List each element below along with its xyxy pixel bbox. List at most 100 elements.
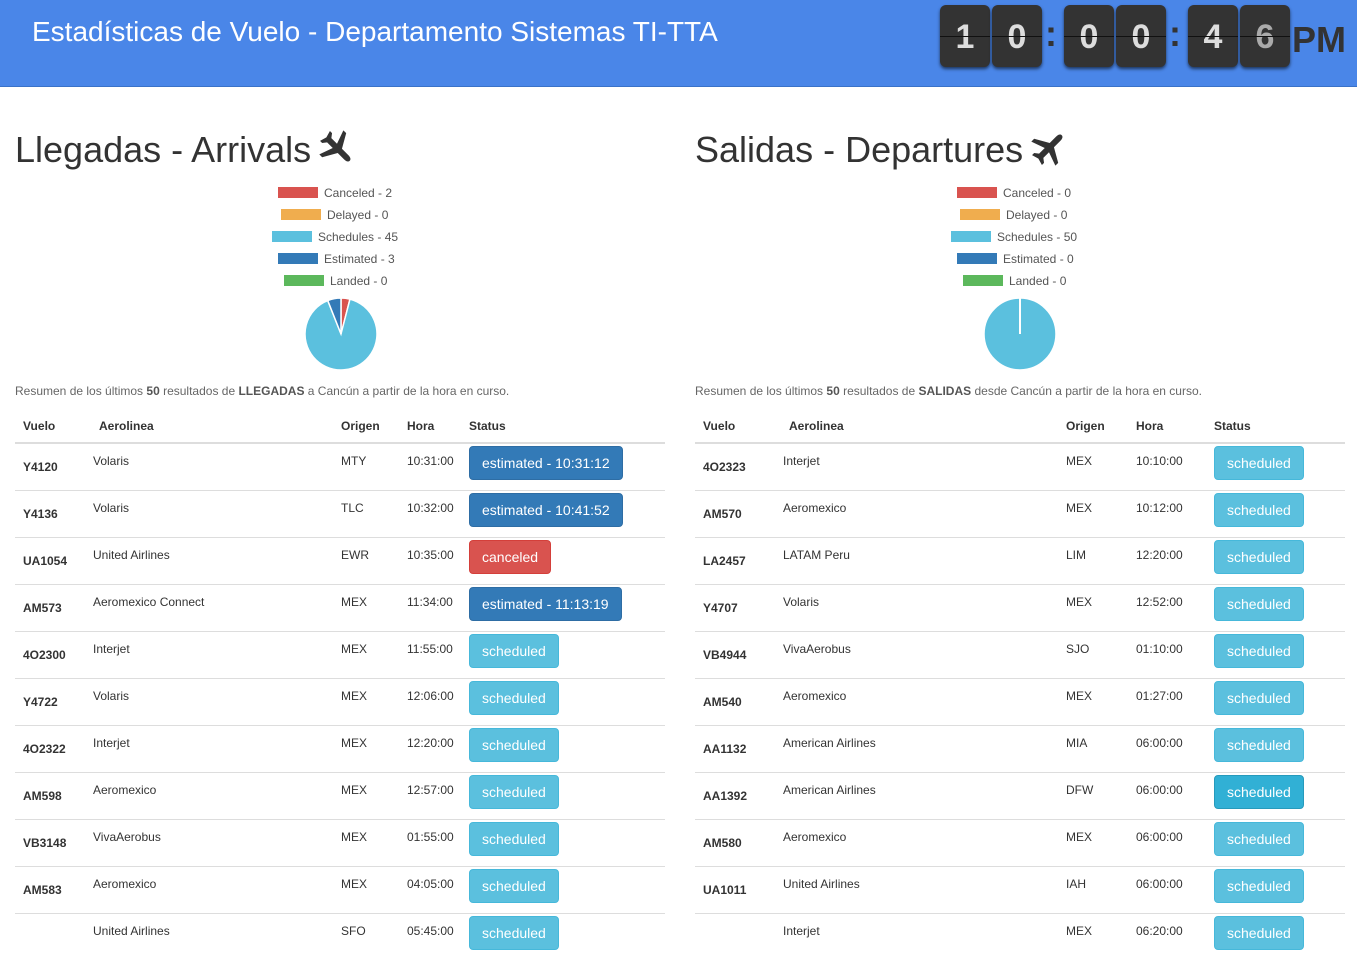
- column-header: Aerolinea: [775, 410, 1058, 443]
- status-button[interactable]: scheduled: [1214, 775, 1304, 809]
- airline-name: Volaris: [775, 585, 1058, 632]
- flight-time: 06:00:00: [1128, 726, 1206, 773]
- legend-label: Schedules - 45: [318, 230, 398, 244]
- status-button[interactable]: scheduled: [469, 681, 559, 715]
- status-button[interactable]: scheduled: [1214, 728, 1304, 762]
- airline-name: Volaris: [85, 443, 333, 491]
- status-button[interactable]: estimated - 11:13:19: [469, 587, 622, 621]
- status-button[interactable]: estimated - 10:31:12: [469, 446, 623, 480]
- status-button[interactable]: scheduled: [469, 869, 559, 903]
- airport-code: DFW: [1058, 773, 1128, 820]
- summary-count: 50: [146, 384, 159, 398]
- status-button[interactable]: scheduled: [1214, 587, 1304, 621]
- status-button[interactable]: scheduled: [1214, 681, 1304, 715]
- flight-number: AM598: [15, 773, 85, 820]
- status-button[interactable]: scheduled: [1214, 493, 1304, 527]
- status-cell: estimated - 10:41:52: [461, 491, 665, 538]
- column-header: Status: [461, 410, 665, 443]
- column-header: Origen: [1058, 410, 1128, 443]
- airline-name: Aeromexico: [775, 820, 1058, 867]
- column-header: Hora: [399, 410, 461, 443]
- legend-item: Canceled - 2: [278, 186, 392, 208]
- flight-time: 05:45:00: [399, 914, 461, 960]
- departures-title: Salidas - Departures: [695, 129, 1023, 170]
- airline-name: Aeromexico Connect: [85, 585, 333, 632]
- arrivals-pie-chart: [305, 298, 377, 370]
- airline-name: Interjet: [85, 726, 333, 773]
- flight-time: 10:31:00: [399, 443, 461, 491]
- status-button[interactable]: estimated - 10:41:52: [469, 493, 623, 527]
- airport-code: TLC: [333, 491, 399, 538]
- flight-time: 12:52:00: [1128, 585, 1206, 632]
- status-button[interactable]: scheduled: [1214, 822, 1304, 856]
- airline-name: Aeromexico: [85, 773, 333, 820]
- status-cell: scheduled: [1206, 538, 1345, 585]
- summary-text: resultados de: [160, 384, 239, 398]
- status-button[interactable]: scheduled: [1214, 869, 1304, 903]
- clock-digit: 6: [1240, 5, 1290, 67]
- summary-text: Resumen de los últimos: [695, 384, 826, 398]
- flight-time: 10:10:00: [1128, 443, 1206, 491]
- airport-code: SJO: [1058, 632, 1128, 679]
- summary-text: Resumen de los últimos: [15, 384, 146, 398]
- legend-label: Delayed - 0: [1006, 208, 1067, 222]
- status-button[interactable]: scheduled: [469, 728, 559, 762]
- legend-label: Landed - 0: [1009, 274, 1066, 288]
- status-cell: scheduled: [1206, 867, 1345, 914]
- flight-time: 10:32:00: [399, 491, 461, 538]
- departures-table: Vuelo Aerolinea Origen Hora Status 4O232…: [695, 410, 1345, 960]
- airport-code: MEX: [1058, 679, 1128, 726]
- summary-type: SALIDAS: [918, 384, 971, 398]
- status-cell: scheduled: [1206, 820, 1345, 867]
- status-cell: scheduled: [461, 773, 665, 820]
- clock-digit: 0: [992, 5, 1042, 67]
- plane-landing-icon: [317, 128, 357, 177]
- airport-code: LIM: [1058, 538, 1128, 585]
- status-button[interactable]: scheduled: [469, 916, 559, 950]
- legend-swatch: [272, 231, 312, 242]
- flight-number: AM540: [695, 679, 775, 726]
- legend-swatch: [278, 253, 318, 264]
- clock-separator: :: [1044, 13, 1058, 55]
- column-header: Vuelo: [15, 410, 85, 443]
- flight-number: AA1132: [695, 726, 775, 773]
- airline-name: VivaAerobus: [85, 820, 333, 867]
- airport-code: EWR: [333, 538, 399, 585]
- legend-item: Delayed - 0: [281, 208, 388, 230]
- legend-label: Schedules - 50: [997, 230, 1077, 244]
- status-button[interactable]: canceled: [469, 540, 551, 574]
- status-cell: scheduled: [1206, 491, 1345, 538]
- arrivals-table: Vuelo Aerolinea Origen Hora Status Y4120…: [15, 410, 665, 960]
- status-button[interactable]: scheduled: [469, 822, 559, 856]
- flight-number: [15, 914, 85, 960]
- clock-separator: :: [1168, 13, 1182, 55]
- column-header: Status: [1206, 410, 1345, 443]
- flight-number: Y4120: [15, 443, 85, 491]
- status-button[interactable]: scheduled: [1214, 446, 1304, 480]
- legend-label: Canceled - 2: [324, 186, 392, 200]
- flight-number: AM573: [15, 585, 85, 632]
- legend-swatch: [957, 253, 997, 264]
- arrivals-title: Llegadas - Arrivals: [15, 129, 311, 170]
- airport-code: MIA: [1058, 726, 1128, 773]
- status-button[interactable]: scheduled: [1214, 540, 1304, 574]
- status-button[interactable]: scheduled: [1214, 916, 1304, 950]
- column-header: Hora: [1128, 410, 1206, 443]
- status-cell: estimated - 11:13:19: [461, 585, 665, 632]
- airport-code: MEX: [333, 867, 399, 914]
- legend-item: Landed - 0: [284, 274, 387, 296]
- status-button[interactable]: scheduled: [1214, 634, 1304, 668]
- flight-time: 11:34:00: [399, 585, 461, 632]
- flight-number: UA1011: [695, 867, 775, 914]
- status-button[interactable]: scheduled: [469, 634, 559, 668]
- status-button[interactable]: scheduled: [469, 775, 559, 809]
- flight-number: 4O2300: [15, 632, 85, 679]
- flight-time: 12:06:00: [399, 679, 461, 726]
